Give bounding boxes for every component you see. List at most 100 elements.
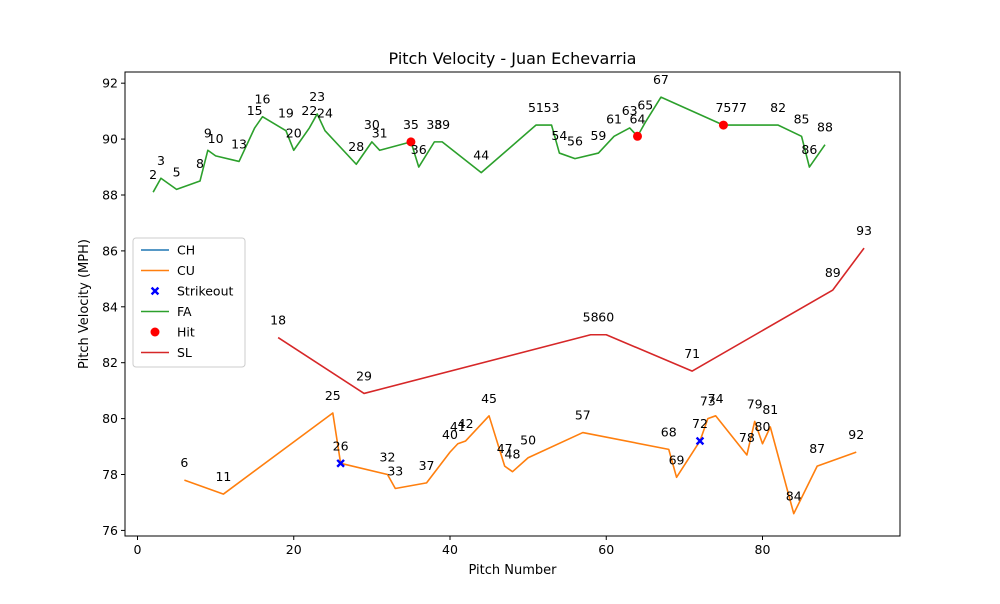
y-axis-label: Pitch Velocity (MPH): [77, 239, 92, 369]
point-label: 44: [473, 148, 489, 163]
point-label: 59: [590, 128, 606, 143]
point-label: 31: [372, 125, 388, 140]
x-tick-label: 20: [286, 542, 302, 557]
point-label: 35: [403, 117, 419, 132]
axes-frame: [124, 71, 901, 537]
point-label: 26: [333, 438, 349, 453]
point-label: 20: [286, 125, 302, 140]
point-label: 54: [551, 128, 567, 143]
point-label: 38: [426, 117, 442, 132]
point-label: 75: [715, 100, 731, 115]
point-label: 16: [255, 92, 271, 107]
point-label: 72: [692, 416, 708, 431]
point-label: 29: [356, 368, 372, 383]
point-label: 84: [786, 489, 802, 504]
point-label: 73: [700, 394, 716, 409]
point-label: 5: [173, 164, 181, 179]
y-tick-label: 78: [102, 467, 118, 482]
point-label: 68: [661, 424, 677, 439]
point-label: 28: [348, 139, 364, 154]
legend-label-strikeout: Strikeout: [177, 284, 234, 299]
point-label: 11: [215, 469, 231, 484]
point-label: 47: [497, 441, 513, 456]
legend-label-cu: CU: [177, 263, 195, 278]
legend-marker-strikeout: [150, 286, 160, 296]
point-label: 48: [505, 447, 521, 462]
legend-label-hit: Hit: [177, 325, 195, 340]
x-tick-label: 0: [134, 542, 142, 557]
x-tick-label: 80: [755, 542, 771, 557]
x-tick-label: 60: [598, 542, 614, 557]
point-label: 77: [731, 100, 747, 115]
point-label: 58: [583, 310, 599, 325]
y-tick-label: 90: [102, 132, 118, 147]
series-line-cu: [184, 412, 857, 515]
y-tick-label: 88: [102, 187, 118, 202]
legend: CH CU Strikeout FA Hit SL: [132, 237, 246, 368]
series-line-sl: [277, 247, 865, 395]
point-label: 71: [684, 346, 700, 361]
point-label: 78: [739, 430, 755, 445]
point-label: 79: [747, 396, 763, 411]
y-tick-label: 80: [102, 411, 118, 426]
point-label: 50: [520, 433, 536, 448]
point-label: 60: [598, 310, 614, 325]
point-label: 36: [411, 142, 427, 157]
point-label: 2: [149, 167, 157, 182]
point-label: 67: [653, 72, 669, 87]
point-label: 64: [630, 111, 646, 126]
marker-strikeout: [695, 436, 705, 446]
point-label: 63: [622, 103, 638, 118]
point-label: 88: [817, 120, 833, 135]
legend-label-fa: FA: [177, 304, 192, 319]
marker-strikeout: [336, 459, 345, 468]
y-tick-label: 84: [102, 299, 118, 314]
point-label: 3: [157, 153, 165, 168]
point-label: 19: [278, 106, 294, 121]
point-label: 37: [419, 458, 435, 473]
point-label: 45: [481, 391, 497, 406]
plot-area: 0 20 40 60 807678808284868890922356891011131…: [102, 71, 901, 557]
marker-hit: [718, 120, 728, 130]
point-label: 9: [204, 125, 212, 140]
point-label: 65: [637, 97, 653, 112]
point-label: 81: [762, 402, 778, 417]
point-label: 53: [544, 100, 560, 115]
point-label: 22: [301, 103, 317, 118]
x-axis-label: Pitch Number: [468, 563, 557, 578]
point-label: 32: [380, 450, 396, 465]
point-label: 57: [575, 408, 591, 423]
legend-label-sl: SL: [177, 345, 192, 360]
y-tick-label: 92: [102, 76, 118, 91]
point-label: 15: [247, 103, 263, 118]
point-label: 10: [208, 131, 224, 146]
point-label: 39: [434, 117, 450, 132]
point-label: 61: [606, 111, 622, 126]
marker-hit: [406, 137, 416, 147]
point-label: 82: [770, 100, 786, 115]
point-label: 86: [801, 142, 817, 157]
point-label: 13: [231, 136, 247, 151]
point-label: 85: [794, 111, 810, 126]
point-label: 24: [317, 106, 333, 121]
point-label: 30: [364, 117, 380, 132]
y-tick-label: 76: [102, 523, 118, 538]
series-line-fa: [152, 96, 826, 193]
point-label: 41: [450, 419, 466, 434]
point-label: 8: [196, 156, 204, 171]
point-label: 80: [755, 419, 771, 434]
point-label: 89: [825, 265, 841, 280]
point-label: 92: [848, 427, 864, 442]
point-label: 23: [309, 89, 325, 104]
point-label: 56: [567, 134, 583, 149]
point-label: 40: [442, 427, 458, 442]
x-tick-label: 40: [442, 542, 458, 557]
point-label: 69: [669, 452, 685, 467]
point-label: 74: [708, 391, 724, 406]
y-tick-label: 82: [102, 355, 118, 370]
legend-label-ch: CH: [177, 243, 195, 258]
point-label: 87: [809, 441, 825, 456]
point-label: 42: [458, 416, 474, 431]
